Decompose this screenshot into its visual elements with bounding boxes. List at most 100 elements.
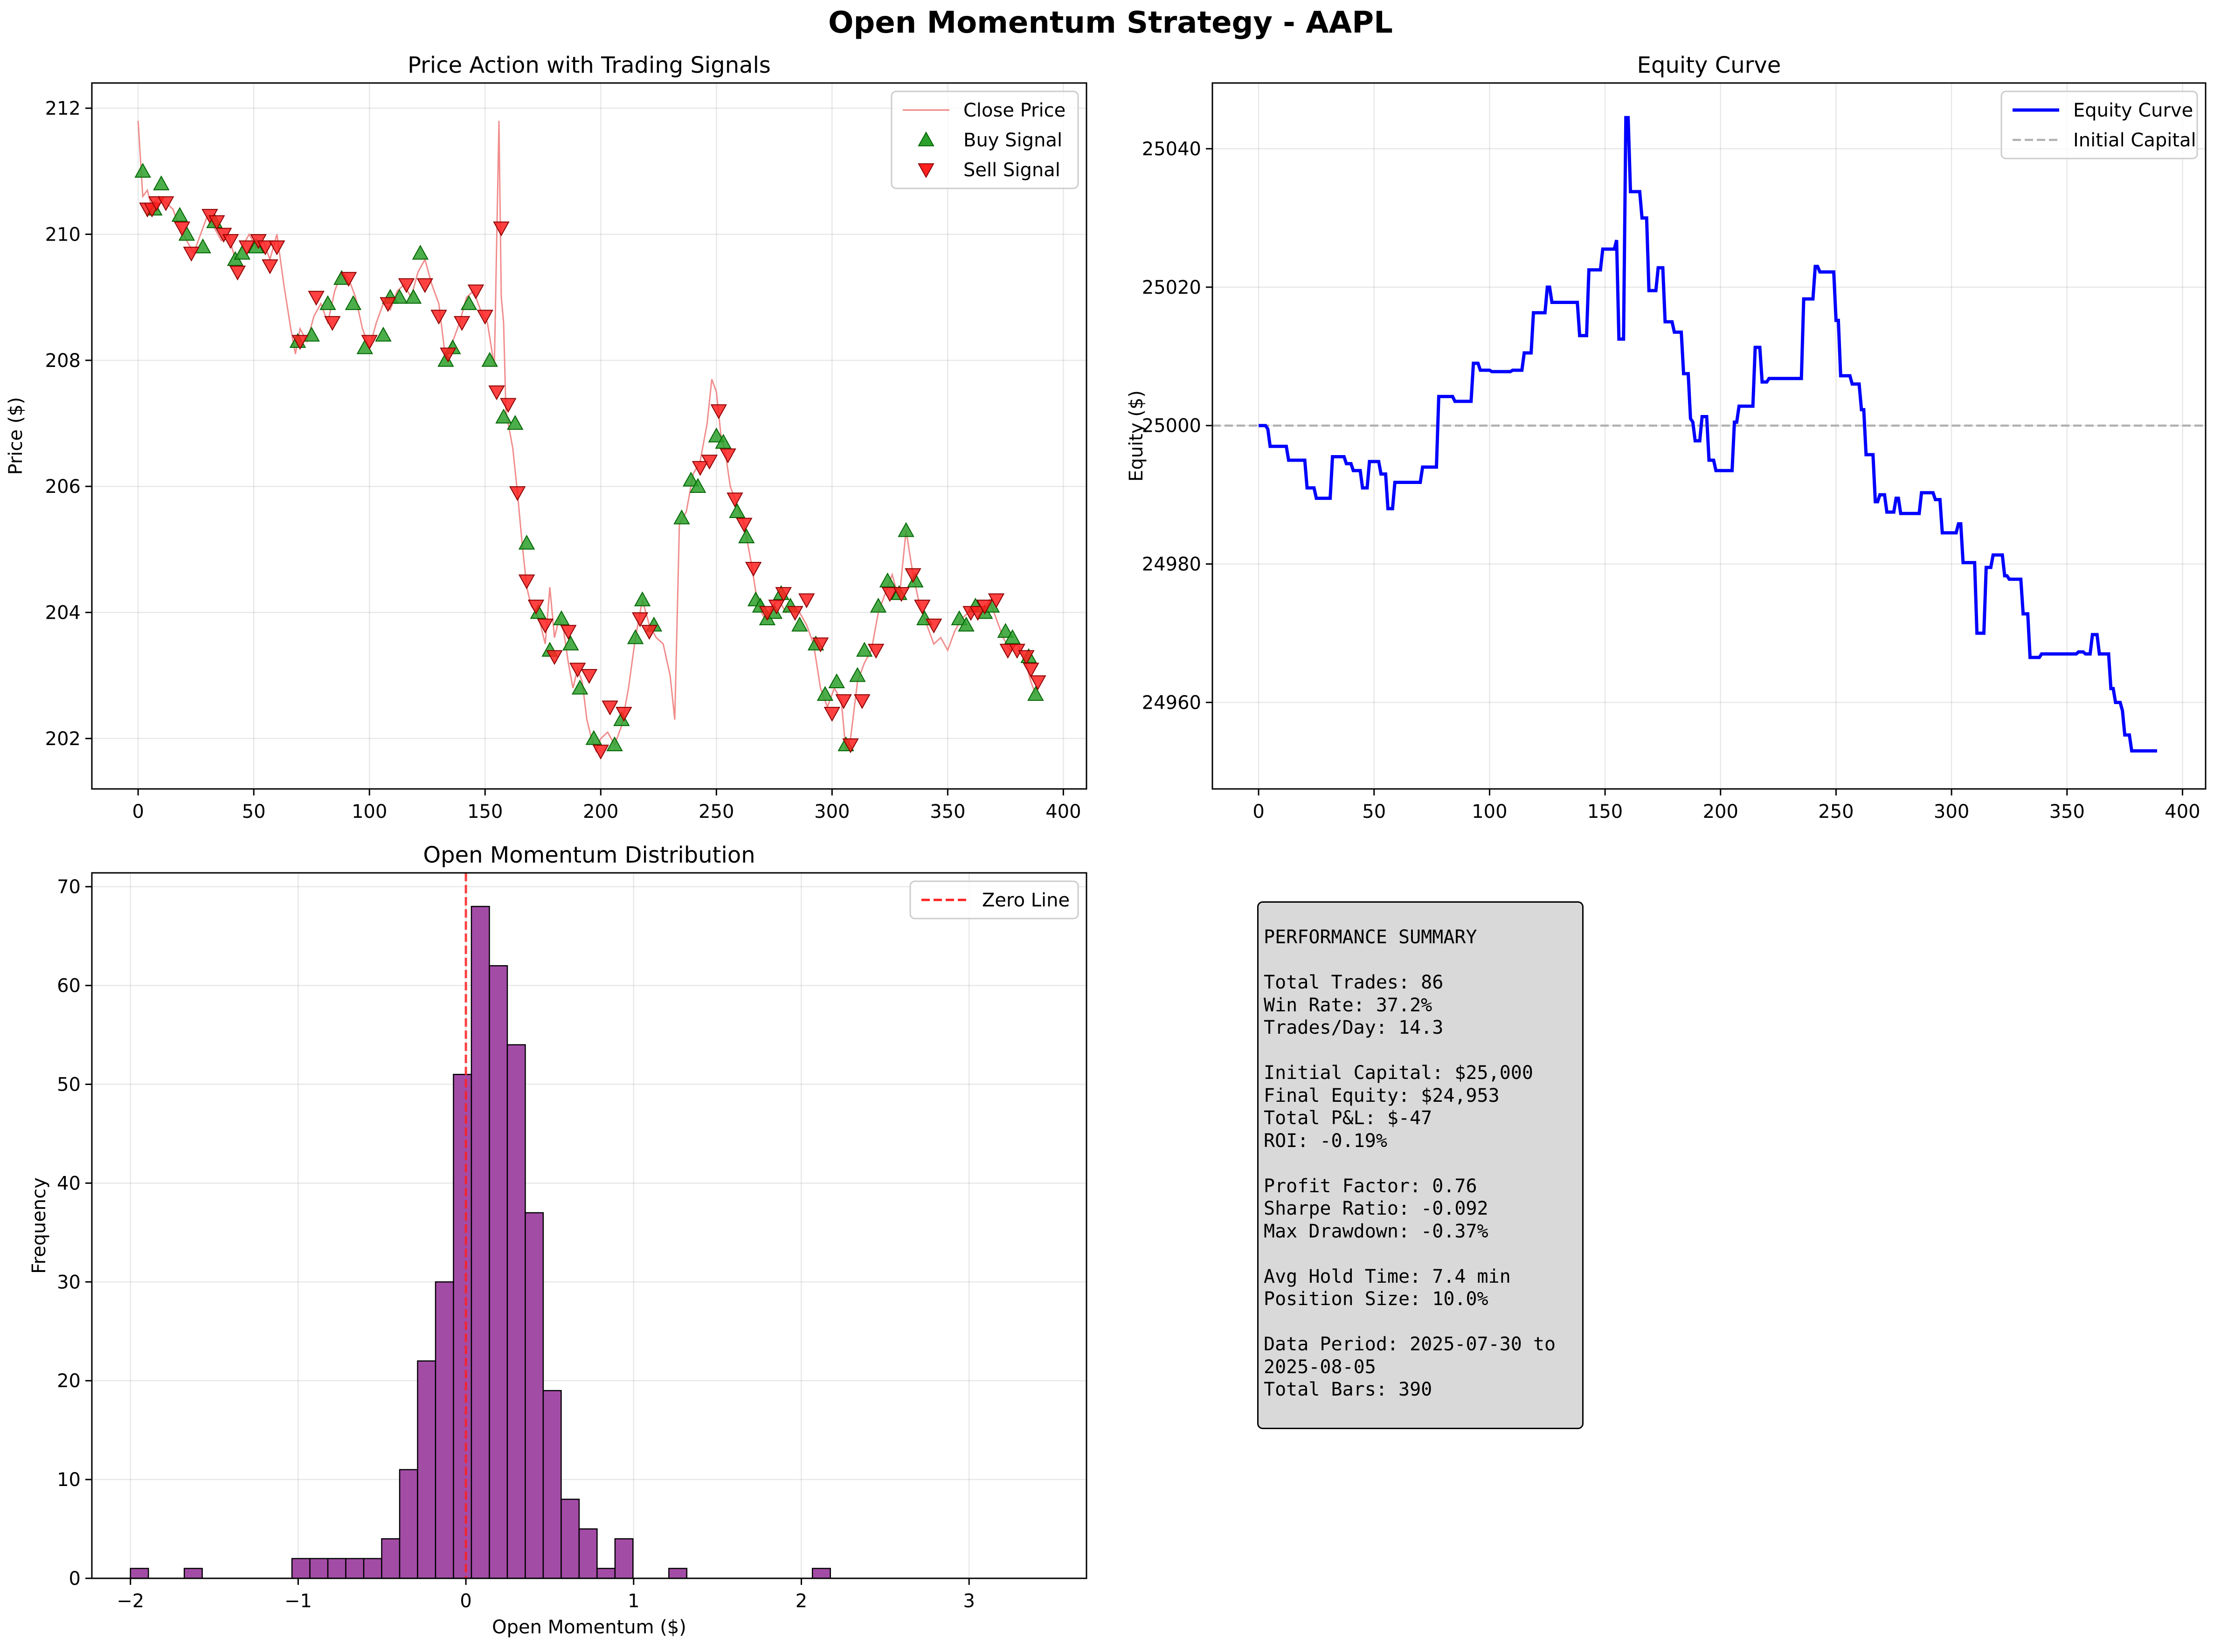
figure-title: Open Momentum Strategy - AAPL [828, 6, 1393, 40]
y-axis-label: Price ($) [5, 397, 27, 475]
histogram-bar [183, 1568, 203, 1578]
sell-signal-marker [183, 247, 200, 262]
buy-signal-marker [708, 427, 725, 442]
y-tick-label: 204 [45, 602, 81, 624]
y-tick-label: 30 [57, 1272, 81, 1293]
histogram-bar [1495, 1569, 1512, 1578]
sell-signal-marker [616, 706, 632, 722]
buy-signal-marker [171, 207, 188, 222]
sell-signal-marker [257, 240, 274, 256]
x-tick-label: 0 [132, 801, 144, 823]
buy-signal-marker [689, 478, 706, 493]
x-tick-label: 50 [1362, 801, 1386, 823]
x-tick-label: −2 [117, 1590, 144, 1612]
sell-signal-marker [493, 221, 510, 236]
sell-signal-marker [453, 316, 470, 331]
y-tick-label: 20 [57, 1370, 81, 1392]
sell-signal-marker [1018, 650, 1035, 665]
buy-signal-marker [791, 616, 808, 632]
buy-signal-marker [134, 163, 151, 178]
histogram-bar [560, 1499, 580, 1578]
sell-signal-marker [500, 398, 517, 413]
histogram-bar [291, 1558, 311, 1578]
x-tick-label: 250 [699, 801, 734, 823]
sell-signal-marker [488, 385, 505, 401]
legend: Close Price Buy Signal Sell Signal [891, 90, 1079, 189]
x-tick-label: 1 [628, 1590, 639, 1612]
sell-signal-marker [798, 593, 815, 608]
sell-signal-marker [509, 486, 526, 501]
x-tick-label: 200 [583, 801, 618, 823]
x-tick-label: 350 [2049, 801, 2085, 823]
y-tick-label: 210 [45, 224, 81, 245]
sell-signal-marker [340, 272, 357, 287]
legend-label: Initial Capital [2073, 130, 2196, 151]
sell-signal-marker [835, 694, 852, 709]
sell-signal-marker [361, 335, 378, 350]
x-axis-label: Open Momentum ($) [492, 1617, 686, 1638]
buy-signal-marker [828, 673, 845, 688]
legend-label: Buy Signal [963, 130, 1062, 151]
sell-signal-marker [881, 587, 899, 602]
sell-signal-marker [976, 600, 993, 615]
legend: Zero Line [909, 880, 1079, 919]
legend-frame [2000, 90, 2198, 159]
sell-signal-marker [775, 587, 792, 602]
buy-signal-marker [194, 238, 211, 254]
buy-signal-marker [673, 509, 690, 525]
sell-signal-marker [158, 196, 174, 211]
x-tick-label: −1 [284, 1590, 312, 1612]
buy-signal-marker [816, 686, 834, 701]
y-axis-label: Frequency [28, 1177, 50, 1274]
histogram-bar [578, 1528, 598, 1578]
y-tick-label: 25040 [1142, 138, 1201, 160]
x-tick-label: 150 [467, 801, 503, 823]
sell-signal-marker [812, 637, 829, 653]
buy-signal-marker [507, 415, 524, 430]
legend-label: Sell Signal [963, 159, 1060, 181]
buy-signal-marker [958, 616, 975, 632]
buy-signal-marker [1027, 686, 1044, 701]
buy-signal-marker [849, 667, 866, 682]
sell-signal-marker [988, 593, 1005, 608]
sell-signal-marker [867, 643, 885, 659]
buy-signal-marker [898, 522, 914, 537]
sell-signal-marker [854, 694, 871, 709]
histogram-bar [435, 1281, 454, 1578]
histogram-bar [309, 1558, 329, 1578]
legend-handle-buy [918, 131, 934, 146]
sell-signal-marker [1030, 675, 1046, 691]
sell-signal-marker [222, 234, 239, 249]
sell-signal-marker [560, 625, 577, 640]
buy-signal-marker [738, 528, 755, 544]
histogram-bar [542, 1390, 562, 1578]
legend-frame [909, 880, 1079, 919]
histogram-bar [381, 1538, 401, 1578]
y-tick-label: 202 [45, 728, 81, 750]
legend-frame [891, 90, 1079, 189]
sell-signal-marker [477, 310, 493, 325]
histogram-bar [470, 905, 490, 1578]
legend-label: Zero Line [982, 890, 1070, 911]
y-tick-label: 206 [45, 476, 81, 498]
buy-signal-marker [634, 591, 651, 607]
y-tick-label: 212 [45, 98, 81, 119]
x-tick-label: 100 [352, 801, 387, 823]
buy-signal-marker [683, 471, 699, 487]
sell-signal-marker [173, 221, 191, 236]
buy-signal-marker [585, 730, 602, 745]
sell-signal-marker [262, 259, 278, 275]
histogram-bar [345, 1558, 365, 1578]
buy-signal-marker [319, 295, 336, 310]
buy-signal-marker [553, 610, 570, 625]
y-tick-label: 60 [57, 975, 81, 997]
y-tick-label: 10 [57, 1469, 81, 1491]
y-tick-label: 25000 [1142, 415, 1201, 437]
sell-signal-marker [893, 587, 910, 602]
sell-signal-marker [229, 265, 246, 281]
plot-area [130, 873, 1512, 1578]
axes-frame [1211, 82, 2207, 790]
histogram-bar [668, 1568, 688, 1578]
sell-signal-marker [701, 455, 718, 470]
